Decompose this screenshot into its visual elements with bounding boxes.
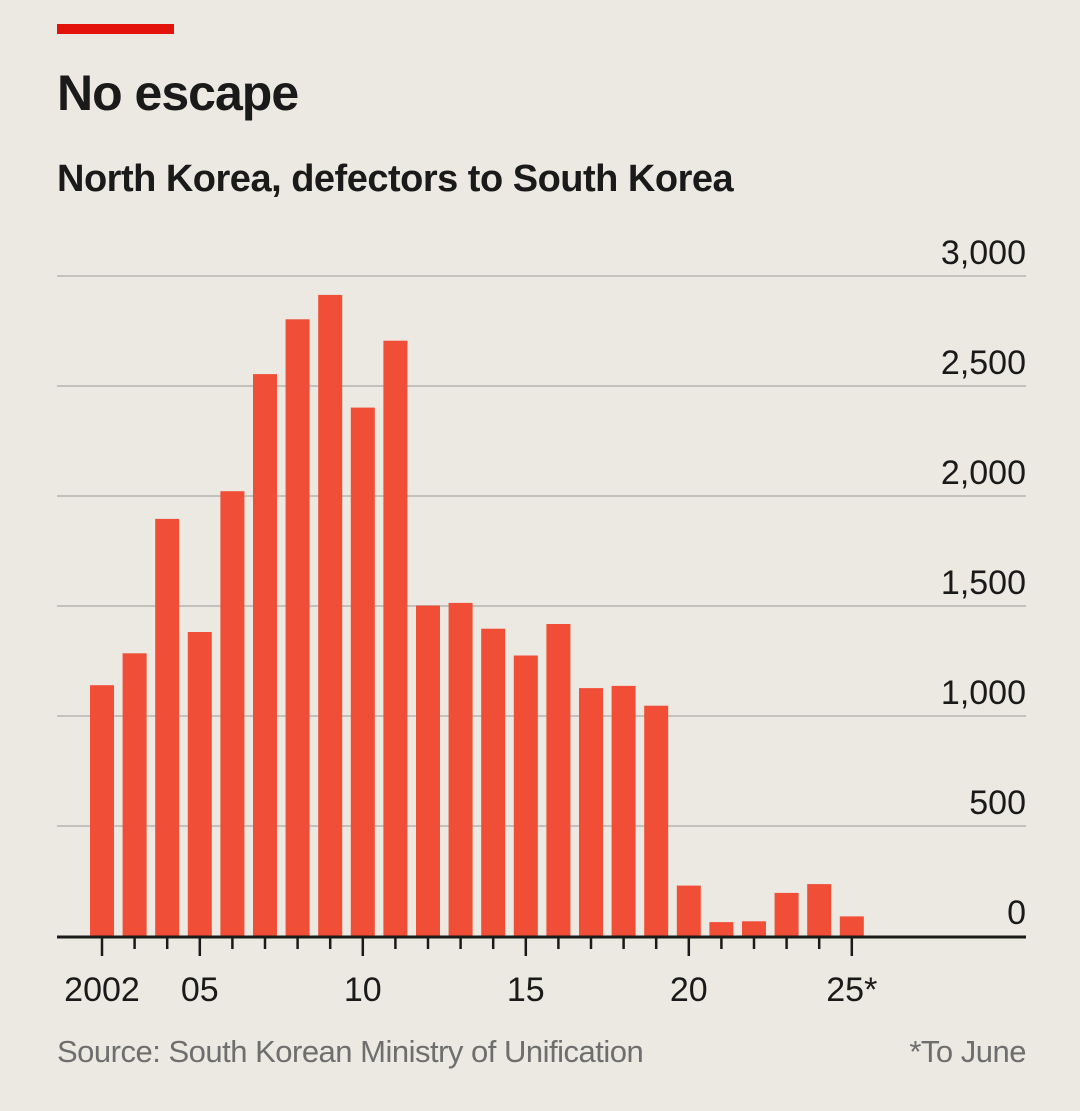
bar-2015 — [513, 655, 538, 936]
bar-2004 — [155, 518, 180, 936]
x-axis — [57, 935, 1026, 956]
source-note: Source: South Korean Ministry of Unifica… — [57, 1034, 644, 1069]
gridlines — [57, 275, 1026, 827]
y-tick-label: 3,000 — [941, 234, 1026, 272]
bar-2017 — [579, 688, 603, 936]
bars — [90, 294, 864, 937]
bar-2022 — [742, 921, 766, 936]
bar-2019 — [644, 705, 669, 936]
y-axis-tick-labels: 0 500 1,000 1,500 2,000 2,500 3,000 — [941, 234, 1026, 932]
bar-2018 — [611, 685, 636, 936]
bar-2009 — [318, 294, 343, 936]
bar-2014 — [481, 628, 506, 936]
accent-bar — [57, 24, 174, 34]
y-tick-label: 0 — [1007, 894, 1026, 932]
y-tick-label: 1,500 — [941, 564, 1026, 602]
y-tick-label: 2,500 — [941, 344, 1026, 382]
y-tick-label: 2,000 — [941, 454, 1026, 492]
bar-2025 — [839, 916, 864, 936]
bar-2005 — [187, 632, 212, 936]
bar-2011 — [383, 340, 408, 936]
bar-2012 — [416, 605, 440, 936]
bar-2023 — [774, 892, 799, 936]
y-tick-label: 1,000 — [941, 674, 1026, 712]
x-tick-label: 05 — [181, 971, 219, 1009]
bar-2021 — [709, 922, 734, 936]
bar-2008 — [285, 319, 310, 936]
bar-2013 — [448, 602, 473, 936]
x-tick-label: 2002 — [64, 971, 140, 1009]
chart-subtitle: North Korea, defectors to South Korea — [57, 158, 734, 200]
x-axis-tick-labels: 2002 05 10 15 20 25* — [64, 971, 877, 1009]
x-tick-label: 10 — [344, 971, 382, 1009]
x-tick-label: 25* — [826, 971, 877, 1009]
x-tick-label: 20 — [670, 971, 708, 1009]
footnote: *To June — [909, 1034, 1026, 1069]
bar-2020 — [676, 885, 701, 936]
bar-2003 — [122, 653, 147, 936]
y-tick-label: 500 — [969, 784, 1026, 822]
bar-2007 — [253, 374, 277, 937]
bar-2002 — [90, 685, 114, 936]
chart-title: No escape — [57, 65, 299, 121]
bar-2006 — [220, 491, 245, 936]
bar-2010 — [350, 407, 375, 937]
bar-2024 — [807, 884, 832, 936]
x-tick-label: 15 — [507, 971, 545, 1009]
bar-2016 — [546, 624, 571, 936]
